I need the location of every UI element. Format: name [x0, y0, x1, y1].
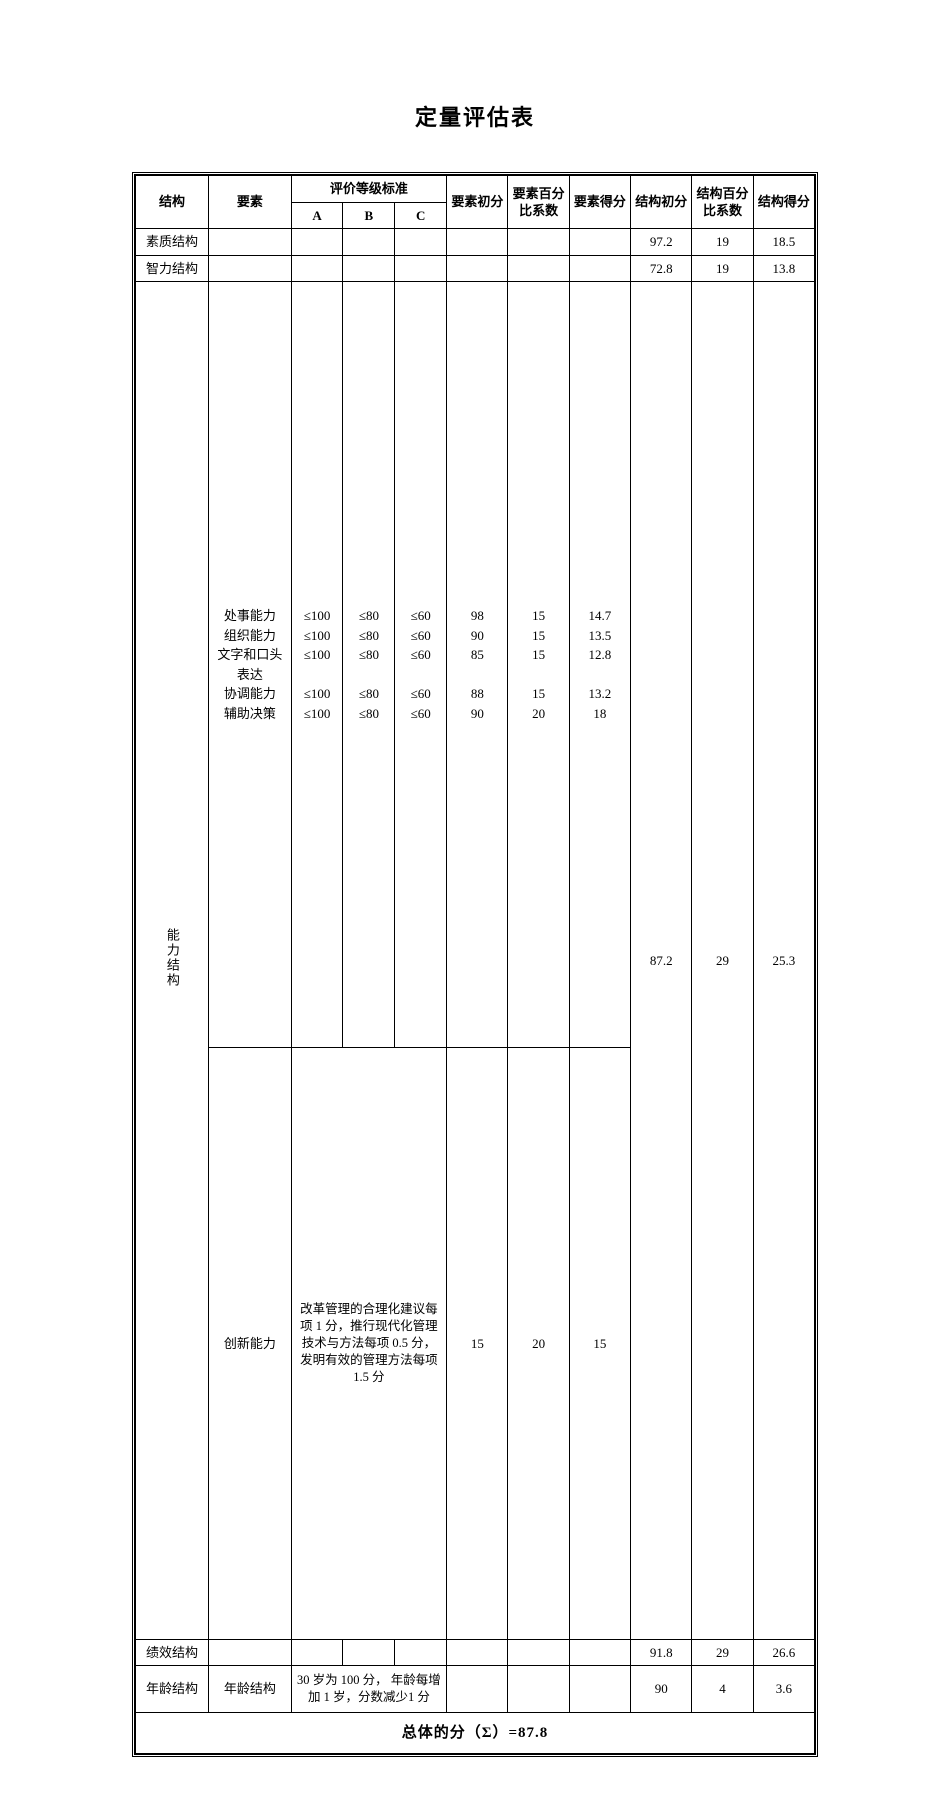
table-total-row: 总体的分（Σ）=87.8: [136, 1713, 815, 1754]
th-grade-std: 评价等级标准: [291, 176, 447, 203]
cell-elem-pct: 15 15 15 15 20: [508, 282, 569, 1048]
table-row: 能力结构 处事能力 组织能力 文字和口头表达 协调能力 辅助决策 ≤100 ≤1…: [136, 282, 815, 1048]
cell-structure: 素质结构: [136, 229, 209, 256]
table-header-row: 结构 要素 评价等级标准 要素初分 要素百分比系数 要素得分 结构初分 结构百分…: [136, 176, 815, 203]
th-struct-init: 结构初分: [631, 176, 692, 229]
th-B: B: [343, 202, 395, 229]
cell-empty: [447, 1639, 508, 1666]
cell-value: 4: [692, 1666, 753, 1713]
cell-age-desc: 30 岁为 100 分， 年龄每增加 1 岁，分数减少1 分: [291, 1666, 447, 1713]
cell-structure: 智力结构: [136, 255, 209, 282]
cell-empty: [508, 255, 569, 282]
cell-empty: [343, 229, 395, 256]
cell-C: ≤60 ≤60 ≤60 ≤60 ≤60: [395, 282, 447, 1048]
cell-empty: [343, 1639, 395, 1666]
cell-elem-init: 98 90 85 88 90: [447, 282, 508, 1048]
cell-total: 总体的分（Σ）=87.8: [136, 1713, 815, 1754]
cell-value: 97.2: [631, 229, 692, 256]
cell-structure: 绩效结构: [136, 1639, 209, 1666]
cell-value: 15: [569, 1047, 630, 1639]
cell-empty: [209, 229, 292, 256]
cell-innovate-label: 创新能力: [209, 1047, 292, 1639]
cell-element: 年龄结构: [209, 1666, 292, 1713]
cell-structure-ability: 能力结构: [136, 282, 209, 1640]
cell-value: 87.2: [631, 282, 692, 1640]
th-A: A: [291, 202, 343, 229]
evaluation-table: 结构 要素 评价等级标准 要素初分 要素百分比系数 要素得分 结构初分 结构百分…: [135, 175, 815, 1754]
cell-empty: [569, 1666, 630, 1713]
th-elem-init: 要素初分: [447, 176, 508, 229]
cell-value: 26.6: [753, 1639, 814, 1666]
cell-innovate-desc: 改革管理的合理化建议每项 1 分，推行现代化管理技术与方法每项 0.5 分，发明…: [291, 1047, 447, 1639]
cell-structure-vtext: 能力结构: [163, 286, 181, 1630]
cell-empty: [508, 1666, 569, 1713]
cell-value: 15: [447, 1047, 508, 1639]
cell-elem-score: 14.7 13.5 12.8 13.2 18: [569, 282, 630, 1048]
cell-value: 19: [692, 255, 753, 282]
cell-empty: [395, 255, 447, 282]
cell-B: ≤80 ≤80 ≤80 ≤80 ≤80: [343, 282, 395, 1048]
th-elem-score: 要素得分: [569, 176, 630, 229]
cell-value: 72.8: [631, 255, 692, 282]
evaluation-table-wrap: 结构 要素 评价等级标准 要素初分 要素百分比系数 要素得分 结构初分 结构百分…: [132, 172, 818, 1757]
cell-empty: [569, 1639, 630, 1666]
cell-empty: [343, 255, 395, 282]
th-struct-pct: 结构百分比系数: [692, 176, 753, 229]
cell-empty: [569, 229, 630, 256]
table-row: 年龄结构 年龄结构 30 岁为 100 分， 年龄每增加 1 岁，分数减少1 分…: [136, 1666, 815, 1713]
cell-empty: [447, 1666, 508, 1713]
cell-empty: [395, 229, 447, 256]
cell-empty: [291, 255, 343, 282]
table-row: 绩效结构 91.8 29 26.6: [136, 1639, 815, 1666]
cell-value: 29: [692, 1639, 753, 1666]
th-structure: 结构: [136, 176, 209, 229]
cell-value: 91.8: [631, 1639, 692, 1666]
page-title: 定量评估表: [0, 100, 950, 132]
th-elem-pct: 要素百分比系数: [508, 176, 569, 229]
cell-A: ≤100 ≤100 ≤100 ≤100 ≤100: [291, 282, 343, 1048]
cell-structure: 年龄结构: [136, 1666, 209, 1713]
cell-value: 90: [631, 1666, 692, 1713]
cell-empty: [447, 255, 508, 282]
cell-value: 19: [692, 229, 753, 256]
cell-empty: [508, 1639, 569, 1666]
cell-value: 3.6: [753, 1666, 814, 1713]
cell-empty: [508, 229, 569, 256]
cell-value: 20: [508, 1047, 569, 1639]
cell-empty: [291, 229, 343, 256]
cell-empty: [291, 1639, 343, 1666]
cell-empty: [447, 229, 508, 256]
th-element: 要素: [209, 176, 292, 229]
cell-empty: [209, 1639, 292, 1666]
cell-empty: [395, 1639, 447, 1666]
table-row: 素质结构 97.2 19 18.5: [136, 229, 815, 256]
cell-empty: [569, 255, 630, 282]
cell-empty: [209, 255, 292, 282]
th-C: C: [395, 202, 447, 229]
cell-elements: 处事能力 组织能力 文字和口头表达 协调能力 辅助决策: [209, 282, 292, 1048]
cell-value: 29: [692, 282, 753, 1640]
cell-value: 13.8: [753, 255, 814, 282]
cell-value: 25.3: [753, 282, 814, 1640]
th-struct-score: 结构得分: [753, 176, 814, 229]
table-row: 智力结构 72.8 19 13.8: [136, 255, 815, 282]
cell-value: 18.5: [753, 229, 814, 256]
